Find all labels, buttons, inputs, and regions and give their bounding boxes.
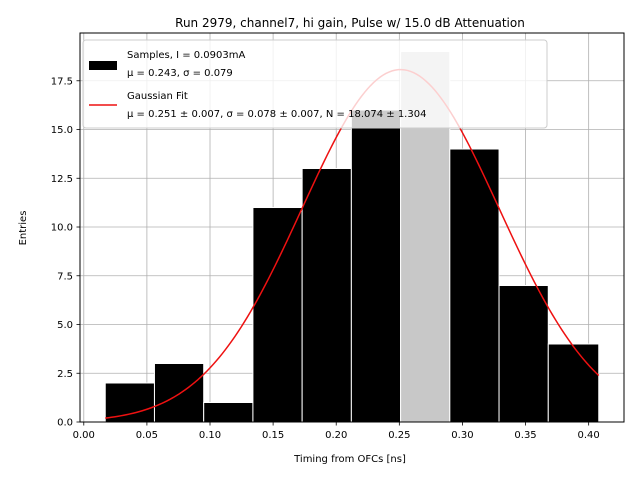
legend-samples-stats: μ = 0.243, σ = 0.079 bbox=[127, 68, 233, 79]
legend-box bbox=[82, 39, 548, 129]
legend-fit-label: Gaussian Fit bbox=[127, 91, 188, 102]
legend-samples-label: Samples, I = 0.0903mA bbox=[127, 50, 245, 61]
y-tick-label: 0.0 bbox=[57, 418, 73, 429]
histogram-bar bbox=[252, 207, 303, 423]
y-tick-label: 10.0 bbox=[51, 223, 73, 234]
plot-frame bbox=[79, 32, 625, 423]
x-tick-label: 0.05 bbox=[136, 430, 158, 441]
y-tick-label: 2.5 bbox=[57, 369, 73, 380]
histogram-bar bbox=[449, 148, 500, 423]
y-axis-label: Entries bbox=[18, 211, 29, 246]
y-tick-label: 15.0 bbox=[51, 125, 73, 136]
histogram-bar bbox=[153, 363, 205, 423]
x-tick-label: 0.35 bbox=[514, 430, 536, 441]
x-tick-label: 0.20 bbox=[325, 430, 347, 441]
x-tick-label: 0.25 bbox=[388, 430, 410, 441]
legend: Samples, I = 0.0903mA μ = 0.243, σ = 0.0… bbox=[82, 39, 548, 129]
y-tick-label: 7.5 bbox=[57, 271, 73, 282]
x-axis-ticks: 0.00 0.05 0.10 0.15 0.20 0.25 0.30 0.35 0.40 bbox=[73, 422, 600, 441]
legend-fit-params: μ = 0.251 ± 0.007, σ = 0.078 ± 0.007, N … bbox=[127, 109, 426, 120]
y-axis-ticks: 0.0 2.5 5.0 7.5 10.0 12.5 15.0 17.5 bbox=[51, 76, 80, 429]
x-tick-label: 0.30 bbox=[451, 430, 473, 441]
y-tick-label: 5.0 bbox=[57, 320, 73, 331]
y-tick-label: 17.5 bbox=[51, 76, 73, 87]
histogram-bar bbox=[104, 382, 155, 423]
histogram-bar bbox=[350, 109, 402, 423]
histogram-bar bbox=[301, 168, 352, 423]
x-tick-label: 0.15 bbox=[262, 430, 284, 441]
histogram-bar bbox=[547, 343, 600, 423]
x-axis-label: Timing from OFCs [ns] bbox=[293, 454, 406, 465]
histogram-bar bbox=[203, 402, 254, 423]
x-tick-label: 0.10 bbox=[199, 430, 221, 441]
histogram-bars bbox=[104, 51, 600, 423]
legend-samples-swatch bbox=[89, 61, 117, 70]
x-tick-label: 0.40 bbox=[578, 430, 600, 441]
y-tick-label: 12.5 bbox=[51, 174, 73, 185]
x-tick-label: 0.00 bbox=[73, 430, 95, 441]
chart-title: Run 2979, channel7, hi gain, Pulse w/ 15… bbox=[175, 16, 525, 30]
histogram-bar bbox=[498, 285, 549, 423]
